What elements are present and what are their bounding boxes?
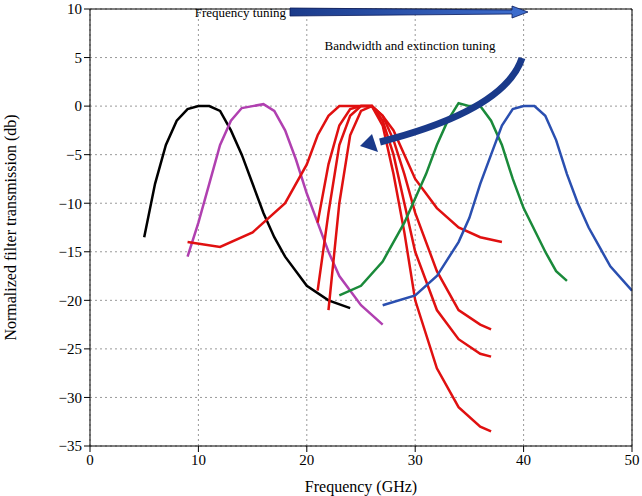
svg-text:−5: −5	[66, 147, 82, 163]
svg-text:10: 10	[191, 452, 206, 468]
svg-text:−25: −25	[59, 341, 82, 357]
svg-text:Normalized filter transmission: Normalized filter transmission (db)	[2, 114, 20, 340]
svg-text:Frequency (GHz): Frequency (GHz)	[305, 478, 417, 496]
svg-text:30: 30	[408, 452, 423, 468]
svg-text:−35: −35	[59, 438, 82, 454]
svg-text:10: 10	[67, 1, 82, 17]
svg-text:20: 20	[299, 452, 314, 468]
svg-text:50: 50	[625, 452, 640, 468]
svg-text:0: 0	[75, 98, 83, 114]
svg-text:−20: −20	[59, 293, 82, 309]
svg-text:5: 5	[75, 50, 83, 66]
svg-text:40: 40	[516, 452, 531, 468]
svg-text:0: 0	[86, 452, 94, 468]
svg-text:Bandwidth and extinction tunin: Bandwidth and extinction tuning	[325, 38, 496, 53]
svg-text:−10: −10	[59, 196, 82, 212]
svg-text:−30: −30	[59, 390, 82, 406]
svg-text:−15: −15	[59, 244, 82, 260]
svg-text:Frequency tuning: Frequency tuning	[195, 5, 287, 20]
